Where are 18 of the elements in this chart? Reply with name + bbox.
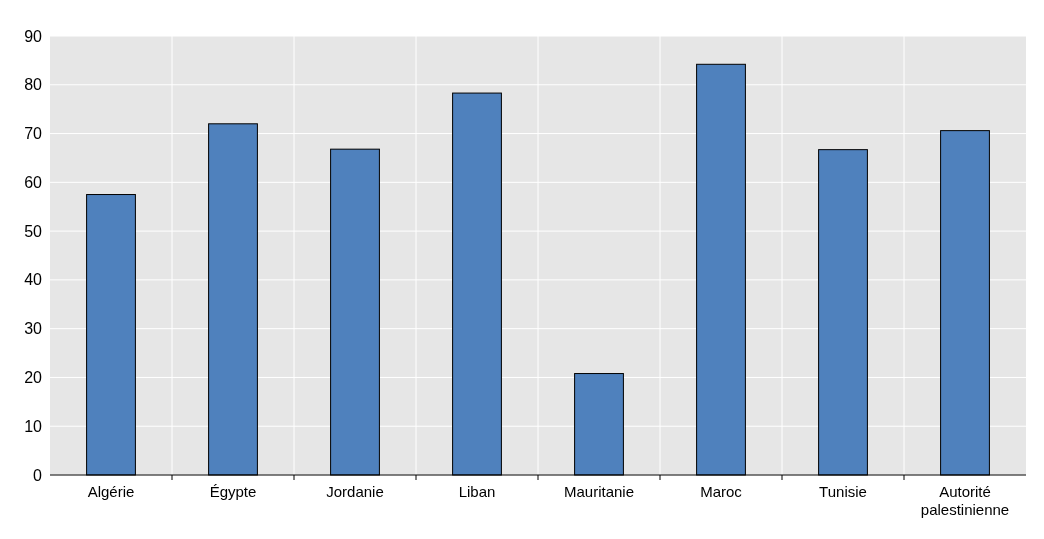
x-tick-label: Égypte	[209, 483, 257, 500]
x-tick-label: Maroc	[700, 483, 743, 500]
y-tick-label: 10	[24, 417, 43, 435]
y-tick-label: 60	[24, 173, 43, 191]
x-tick-label: Jordanie	[326, 483, 384, 500]
y-tick-label: 90	[24, 27, 43, 45]
y-tick-label: 30	[24, 320, 43, 338]
x-tick-label: Tunisie	[819, 483, 867, 500]
x-tick-label: Liban	[458, 483, 496, 500]
x-tick-label: Mauritanie	[563, 483, 635, 500]
x-tick-label: Autorité palestinienne	[920, 483, 1010, 518]
x-tick-label: Algérie	[87, 483, 135, 500]
y-tick-label: 80	[24, 76, 43, 94]
y-tick-label: 0	[33, 466, 43, 484]
y-tick-label: 70	[24, 125, 43, 143]
y-tick-label: 50	[24, 222, 43, 240]
y-tick-label: 40	[24, 271, 43, 289]
y-tick-label: 20	[24, 369, 43, 387]
